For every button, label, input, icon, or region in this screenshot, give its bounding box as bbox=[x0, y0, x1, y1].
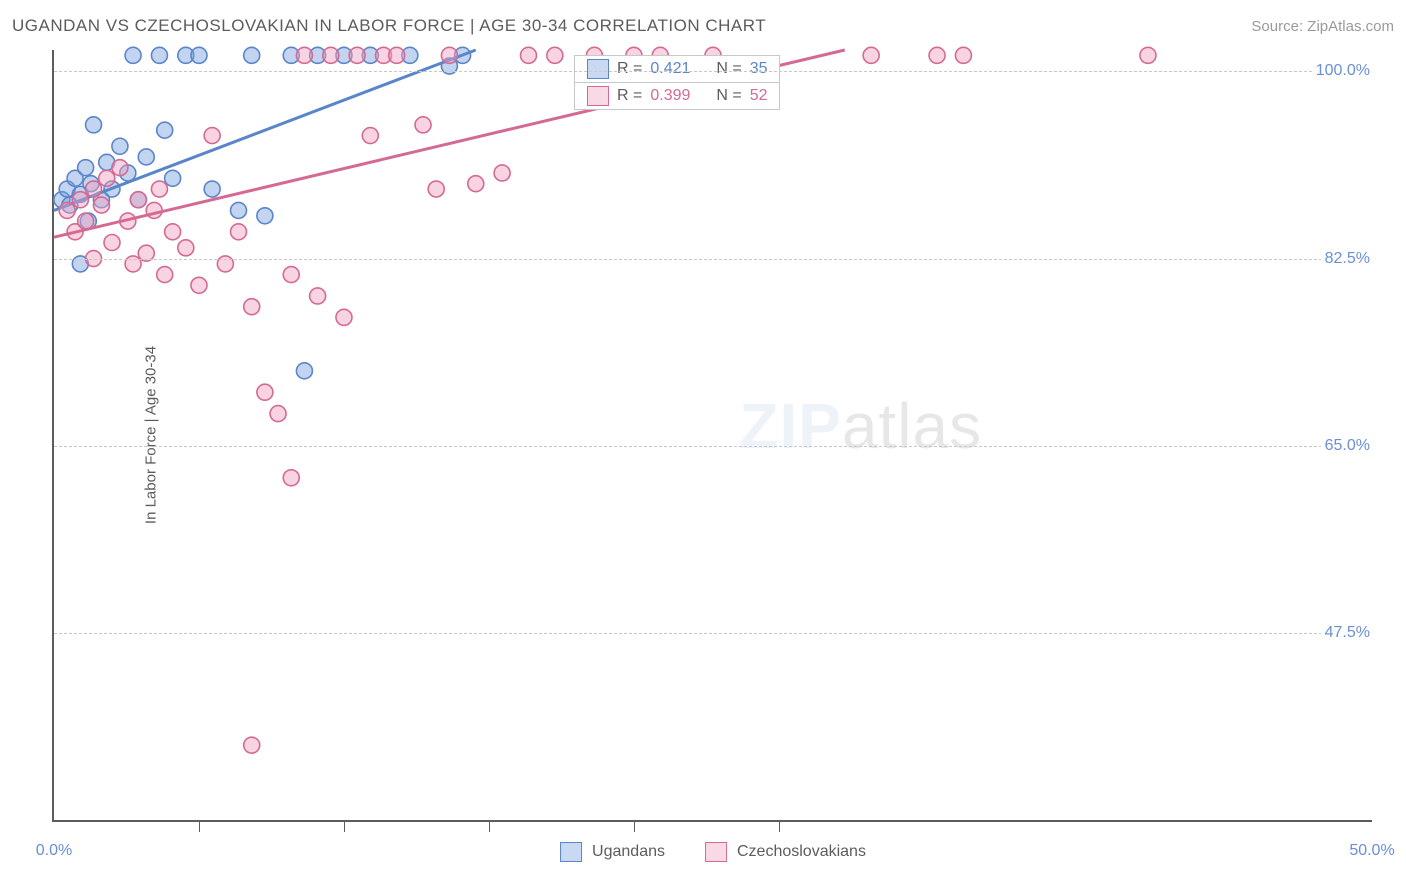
point-ugandans bbox=[191, 47, 207, 63]
legend-series: Ugandans Czechoslovakians bbox=[560, 842, 866, 862]
point-ugandans bbox=[138, 149, 154, 165]
point-czech bbox=[929, 47, 945, 63]
point-czech bbox=[283, 267, 299, 283]
legend-correlation: R =0.421N =35R =0.399N =52 bbox=[574, 55, 780, 110]
swatch-czech bbox=[705, 842, 727, 862]
x-tick-label: 50.0% bbox=[1349, 842, 1394, 860]
point-ugandans bbox=[151, 47, 167, 63]
point-czech bbox=[112, 160, 128, 176]
point-ugandans bbox=[78, 160, 94, 176]
y-tick-label: 82.5% bbox=[1321, 250, 1374, 268]
point-czech bbox=[130, 192, 146, 208]
point-czech bbox=[72, 192, 88, 208]
swatch-ugandans bbox=[560, 842, 582, 862]
point-czech bbox=[157, 267, 173, 283]
y-tick-label: 100.0% bbox=[1312, 62, 1374, 80]
point-ugandans bbox=[231, 202, 247, 218]
point-czech bbox=[494, 165, 510, 181]
point-ugandans bbox=[244, 47, 260, 63]
point-czech bbox=[362, 128, 378, 144]
point-czech bbox=[270, 406, 286, 422]
point-czech bbox=[389, 47, 405, 63]
point-ugandans bbox=[296, 363, 312, 379]
legend-corr-row-ugandans: R =0.421N =35 bbox=[574, 55, 780, 83]
point-ugandans bbox=[125, 47, 141, 63]
point-czech bbox=[78, 213, 94, 229]
point-czech bbox=[310, 288, 326, 304]
legend-corr-row-czech: R =0.399N =52 bbox=[574, 83, 780, 110]
point-czech bbox=[441, 47, 457, 63]
point-czech bbox=[165, 224, 181, 240]
point-czech bbox=[231, 224, 247, 240]
point-czech bbox=[151, 181, 167, 197]
point-czech bbox=[257, 384, 273, 400]
point-czech bbox=[204, 128, 220, 144]
point-ugandans bbox=[204, 181, 220, 197]
scatter-svg bbox=[54, 50, 1372, 820]
point-czech bbox=[349, 47, 365, 63]
point-czech bbox=[86, 181, 102, 197]
y-tick-label: 47.5% bbox=[1321, 624, 1374, 642]
point-czech bbox=[99, 170, 115, 186]
point-czech bbox=[468, 176, 484, 192]
point-czech bbox=[59, 202, 75, 218]
point-ugandans bbox=[157, 122, 173, 138]
point-ugandans bbox=[165, 170, 181, 186]
point-czech bbox=[244, 299, 260, 315]
point-czech bbox=[520, 47, 536, 63]
point-czech bbox=[244, 737, 260, 753]
legend-item-ugandans: Ugandans bbox=[560, 842, 665, 862]
legend-item-czech: Czechoslovakians bbox=[705, 842, 866, 862]
point-czech bbox=[323, 47, 339, 63]
point-czech bbox=[104, 235, 120, 251]
point-ugandans bbox=[112, 138, 128, 154]
point-czech bbox=[415, 117, 431, 133]
x-tick-label: 0.0% bbox=[36, 842, 72, 860]
point-czech bbox=[283, 470, 299, 486]
source-link[interactable]: ZipAtlas.com bbox=[1307, 18, 1394, 35]
point-czech bbox=[191, 277, 207, 293]
point-czech bbox=[296, 47, 312, 63]
plot-area: In Labor Force | Age 30-34 R =0.421N =35… bbox=[52, 50, 1372, 822]
point-czech bbox=[547, 47, 563, 63]
point-czech bbox=[1140, 47, 1156, 63]
point-czech bbox=[863, 47, 879, 63]
point-ugandans bbox=[257, 208, 273, 224]
point-czech bbox=[178, 240, 194, 256]
point-czech bbox=[93, 197, 109, 213]
chart-title: UGANDAN VS CZECHOSLOVAKIAN IN LABOR FORC… bbox=[12, 16, 766, 36]
point-czech bbox=[955, 47, 971, 63]
source: Source: ZipAtlas.com bbox=[1251, 18, 1394, 35]
point-czech bbox=[428, 181, 444, 197]
y-tick-label: 65.0% bbox=[1321, 437, 1374, 455]
point-czech bbox=[336, 309, 352, 325]
point-ugandans bbox=[86, 117, 102, 133]
